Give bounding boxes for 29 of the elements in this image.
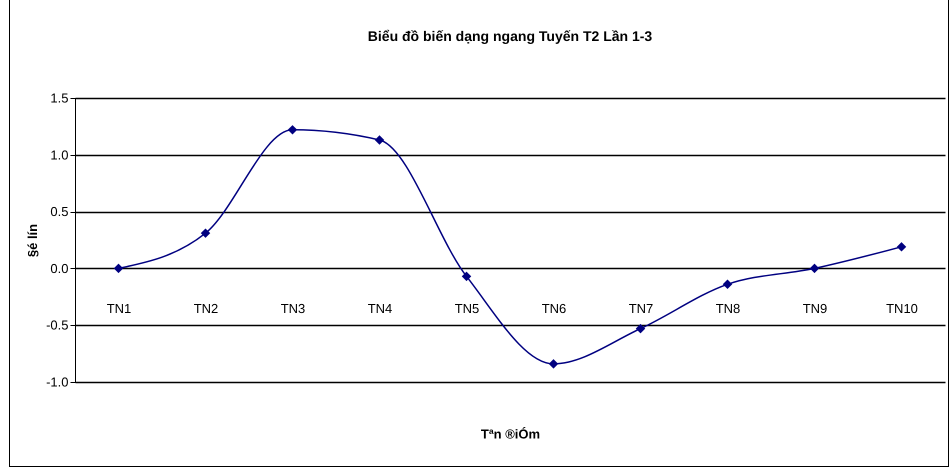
y-tick-label: 1.0 [50,147,68,162]
point [288,125,298,135]
x-tick-label: TN2 [194,300,218,316]
x-tick-label: TN9 [802,300,828,316]
x-tick-label: TN6 [542,300,566,316]
x-axis-title: Tªn ®iÓm [480,426,540,442]
point [810,264,820,274]
y-tick-label: 0.5 [50,204,68,220]
point [896,242,906,252]
point [548,359,558,369]
point [374,135,384,145]
point [636,324,646,334]
x-tick-label: TN7 [628,300,654,316]
x-tick-label: TN8 [716,300,740,316]
y-axis-title: §é lín [25,224,40,258]
x-tick-label: TN10 [886,300,918,316]
point [722,280,732,290]
y-tick-label: 0.0 [50,260,68,276]
point [462,272,472,282]
x-tick-label: TN1 [106,300,132,316]
x-tick-label: TN4 [368,300,392,316]
y-tick-label: -0.5 [46,318,68,333]
y-tick-label: -1.0 [46,374,68,390]
point [200,228,210,238]
y-tick-label: 1.5 [50,90,68,106]
point [114,264,124,274]
x-tick-label: TN3 [280,300,306,316]
x-tick-label: TN5 [454,300,480,316]
chart-title: Biểu đồ biến dạng ngang Tuyến T2 Lần 1-3 [368,28,652,44]
